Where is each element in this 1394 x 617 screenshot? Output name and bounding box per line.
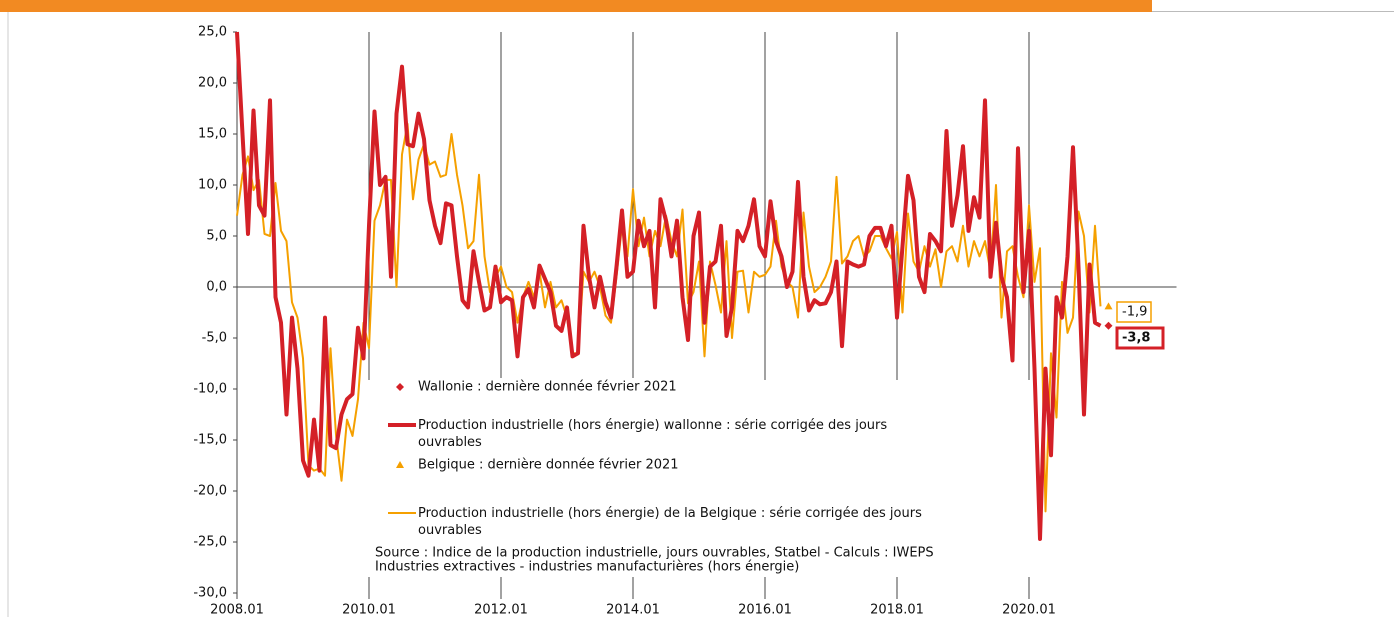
y-tick-label: -10,0 <box>193 382 227 397</box>
legend-bg <box>416 378 746 396</box>
y-tick-label: 5,0 <box>206 229 227 244</box>
x-tick-label: 2018.01 <box>870 603 924 617</box>
value-label-box <box>1115 326 1165 350</box>
y-tick-label: -5,0 <box>202 331 227 346</box>
x-tick-label: 2008.01 <box>210 603 264 617</box>
series-line <box>235 31 1102 541</box>
legend-bg <box>416 416 1006 451</box>
y-tick-label: -15,0 <box>193 433 227 448</box>
y-tick-label: 10,0 <box>198 178 227 193</box>
legend-label: Production industrielle (hors énergie) d… <box>418 506 922 538</box>
value-label: -3,8 <box>1122 331 1150 346</box>
legend-bg <box>416 504 1006 539</box>
y-tick-label: -25,0 <box>193 535 227 550</box>
legend-marker <box>396 383 404 391</box>
legend-label: Production industrielle (hors énergie) w… <box>418 418 887 450</box>
y-tick-label: 0,0 <box>206 280 227 295</box>
x-tick-label: 2012.01 <box>474 603 528 617</box>
source-note: Source : Indice de la production industr… <box>375 546 934 561</box>
value-label: -1,9 <box>1122 305 1147 320</box>
value-label-box <box>1116 301 1152 323</box>
y-tick-label: -30,0 <box>193 586 227 601</box>
y-tick-label: 15,0 <box>198 127 227 142</box>
legend-marker <box>396 461 404 468</box>
legend-bg <box>416 456 746 474</box>
y-tick-label: 25,0 <box>198 25 227 40</box>
header-bar <box>0 0 1152 12</box>
last-marker <box>1104 321 1113 330</box>
x-tick-label: 2010.01 <box>342 603 396 617</box>
y-tick-label: 20,0 <box>198 76 227 91</box>
note-bg <box>372 559 1037 573</box>
y-tick-label: -20,0 <box>193 484 227 499</box>
x-tick-label: 2014.01 <box>606 603 660 617</box>
legend-label: Belgique : dernière donnée février 2021 <box>418 458 679 473</box>
source-note: Industries extractives - industries manu… <box>375 560 799 575</box>
legend-label: Wallonie : dernière donnée février 2021 <box>418 380 677 395</box>
x-tick-label: 2016.01 <box>738 603 792 617</box>
x-tick-label: 2020.01 <box>1002 603 1056 617</box>
last-marker <box>1104 302 1113 310</box>
note-bg <box>372 545 1037 559</box>
